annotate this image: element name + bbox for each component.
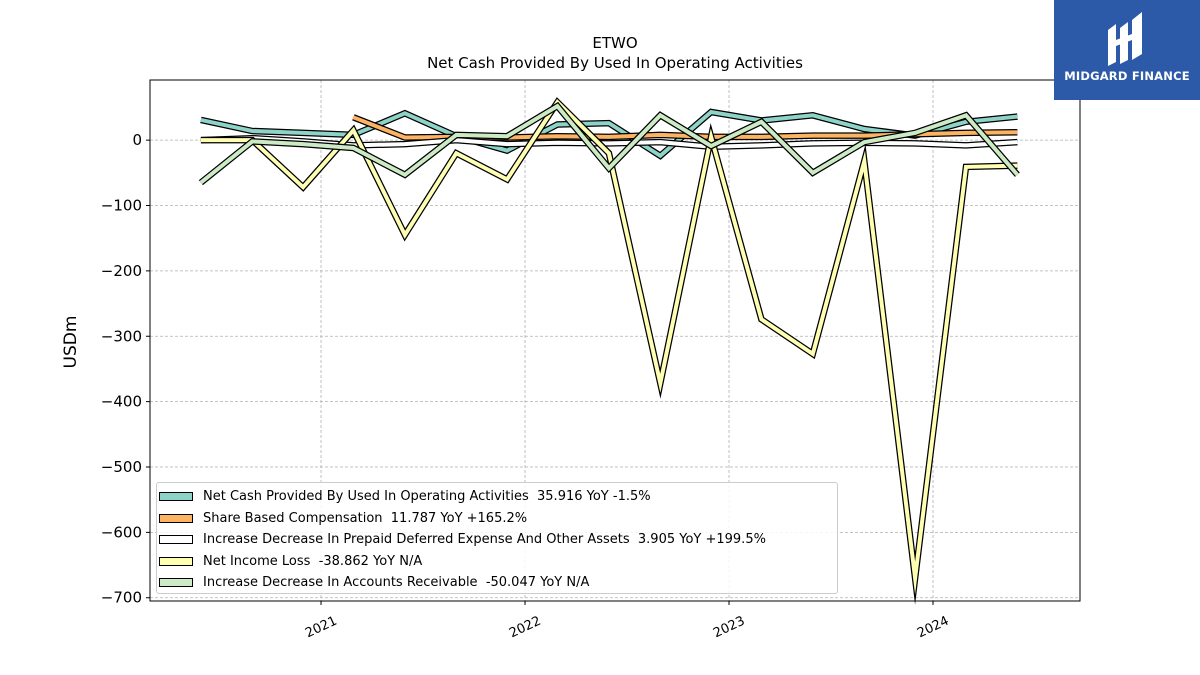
series-0 — [200, 108, 1018, 160]
brand-name: MIDGARD FINANCE — [1064, 69, 1190, 83]
y-axis-label: USDm — [61, 316, 81, 369]
legend-swatch — [159, 556, 193, 566]
y-tick-label: −200 — [101, 262, 142, 280]
legend-item: Net Income Loss -38.862 YoY N/A — [157, 551, 422, 572]
y-tick-label: −600 — [101, 523, 142, 541]
series-lines — [198, 97, 1020, 605]
x-tick-label: 2024 — [915, 614, 951, 642]
brand-mark-icon — [1108, 12, 1142, 66]
y-tick-label: −700 — [101, 589, 142, 607]
legend-label: Net Cash Provided By Used In Operating A… — [203, 489, 651, 504]
legend-swatch — [159, 492, 193, 501]
legend-label: Share Based Compensation 11.787 YoY +165… — [203, 510, 528, 526]
chart-legend: Net Cash Provided By Used In Operating A… — [156, 482, 838, 594]
x-tick-label: 2021 — [303, 614, 339, 642]
axes-frame — [149, 79, 1081, 602]
y-axis: 0 −100 −200 −300 −400 −500 −600 −700 — [101, 131, 150, 607]
y-tick-label: −100 — [101, 197, 142, 215]
x-tick-label: 2023 — [711, 614, 747, 642]
legend-item: Share Based Compensation 11.787 YoY +165… — [157, 508, 527, 529]
y-tick-label: −300 — [101, 327, 142, 345]
legend-item: Increase Decrease In Accounts Receivable… — [157, 572, 589, 593]
series-line — [199, 103, 1019, 185]
legend-label: Increase Decrease In Prepaid Deferred Ex… — [203, 532, 766, 547]
y-tick-label: −400 — [101, 393, 142, 411]
y-tick-label: 0 — [132, 131, 142, 149]
legend-label: Increase Decrease In Accounts Receivable… — [203, 575, 590, 590]
series-4 — [198, 101, 1020, 186]
x-axis: 2021 2022 2023 2024 — [303, 601, 951, 641]
chart-title: ETWO — [592, 34, 637, 52]
brand-logo: MIDGARD FINANCE — [1054, 0, 1200, 100]
legend-swatch — [159, 513, 193, 523]
legend-swatch — [159, 578, 193, 587]
legend-item: Increase Decrease In Prepaid Deferred Ex… — [157, 529, 766, 550]
legend-swatch — [159, 535, 193, 544]
y-tick-label: −500 — [101, 458, 142, 476]
legend-label: Net Income Loss -38.862 YoY N/A — [203, 553, 423, 569]
series-line — [200, 109, 1018, 159]
chart-subtitle: Net Cash Provided By Used In Operating A… — [427, 54, 803, 72]
x-tick-label: 2022 — [507, 614, 543, 642]
legend-item: Net Cash Provided By Used In Operating A… — [157, 486, 651, 507]
